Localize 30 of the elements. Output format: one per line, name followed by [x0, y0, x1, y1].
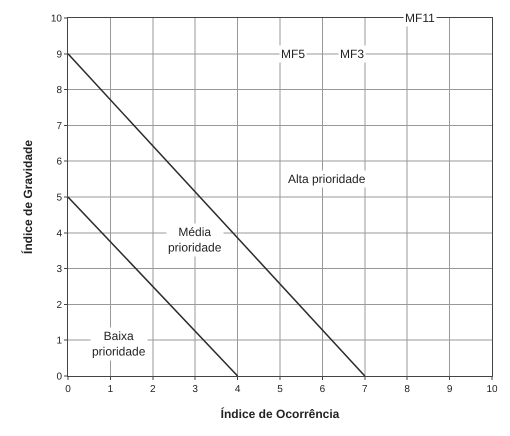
y-tick-label: 1	[56, 336, 62, 347]
x-tick-label: 3	[192, 384, 198, 395]
y-tick-label: 3	[56, 264, 62, 276]
y-tick-label: 10	[50, 14, 62, 24]
y-tick-label: 2	[56, 300, 62, 311]
annotation: MF3	[340, 47, 364, 61]
y-tick-label: 4	[56, 228, 62, 240]
y-tick-label: 5	[56, 192, 62, 204]
y-tick-label: 7	[56, 120, 62, 132]
y-tick-label: 6	[56, 156, 62, 168]
x-tick-label: 4	[234, 384, 241, 395]
x-tick-label: 7	[362, 384, 368, 395]
x-tick-label: 0	[65, 384, 72, 395]
x-tick-label: 8	[404, 384, 410, 395]
annotation: MF11	[405, 11, 436, 25]
annotation: Baixa prioridade	[92, 329, 146, 359]
x-tick-label: 1	[108, 384, 114, 395]
y-tick-label: 8	[56, 85, 62, 96]
y-tick-label: 9	[56, 49, 62, 60]
annotation: Alta prioridade	[288, 172, 366, 186]
x-tick-label: 10	[486, 384, 498, 395]
x-tick-label: 9	[446, 384, 453, 395]
x-tick-label: 5	[277, 384, 284, 395]
x-tick-label: 2	[150, 384, 156, 395]
x-axis-title: Índice de Ocorrência	[220, 406, 340, 421]
y-axis-title: Índice de Gravidade	[21, 140, 36, 254]
x-tick-label: 6	[320, 384, 326, 395]
y-tick-label: 0	[56, 372, 62, 382]
annotation: Média prioridade	[168, 225, 222, 255]
annotation: MF5	[281, 47, 306, 61]
